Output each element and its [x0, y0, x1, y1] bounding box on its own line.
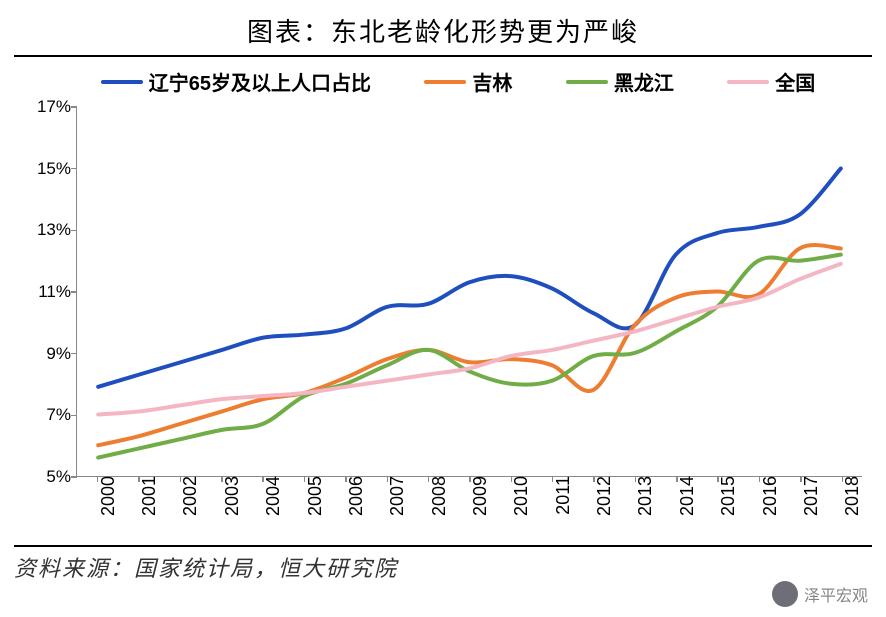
xtick-mark	[345, 476, 347, 482]
legend-label-national: 全国	[775, 67, 815, 96]
xtick-label: 2007	[381, 476, 408, 516]
watermark-icon	[772, 581, 798, 607]
xtick-mark	[469, 476, 471, 482]
xtick-label: 2005	[299, 476, 326, 516]
xtick-mark	[676, 476, 678, 482]
xtick-label: 2010	[505, 476, 532, 516]
xtick-label: 2003	[216, 476, 243, 516]
title-rule	[14, 55, 872, 57]
xtick-mark	[635, 476, 637, 482]
xtick-label: 2012	[588, 476, 615, 516]
xtick-mark	[717, 476, 719, 482]
xtick-label: 2000	[92, 476, 119, 516]
legend-item-heilongjiang: 黑龙江	[566, 67, 674, 96]
legend-item-jilin: 吉林	[424, 67, 512, 96]
legend-item-national: 全国	[727, 67, 815, 96]
xtick-mark	[387, 476, 389, 482]
ytick-mark	[71, 415, 77, 417]
xtick-mark	[511, 476, 513, 482]
ytick-mark	[71, 230, 77, 232]
xtick-label: 2002	[174, 476, 201, 516]
xtick-label: 2016	[754, 476, 781, 516]
legend-label-liaoning: 辽宁65岁及以上人口占比	[149, 67, 371, 96]
xtick-label: 2006	[340, 476, 367, 516]
legend-label-heilongjiang: 黑龙江	[614, 67, 674, 96]
plot-area: 5%7%9%11%13%15%17%2000200120022003200420…	[76, 107, 862, 477]
ytick-mark	[71, 476, 77, 478]
legend-swatch-jilin	[424, 80, 466, 84]
xtick-label: 2015	[712, 476, 739, 516]
legend-label-jilin: 吉林	[472, 67, 512, 96]
chart-area: 辽宁65岁及以上人口占比 吉林 黑龙江 全国 5%7%9%11%13%15%17%20…	[14, 63, 872, 543]
xtick-mark	[97, 476, 99, 482]
ytick-mark	[71, 291, 77, 293]
watermark-text: 泽平宏观	[804, 582, 868, 606]
ytick-mark	[71, 168, 77, 170]
xtick-label: 2018	[836, 476, 863, 516]
series-line-national	[98, 264, 841, 415]
series-line-liaoning	[98, 169, 841, 387]
chart-title: 图表：东北老龄化形势更为严峻	[14, 8, 872, 55]
watermark: 泽平宏观	[772, 581, 868, 607]
xtick-mark	[842, 476, 844, 482]
xtick-mark	[552, 476, 554, 482]
xtick-label: 2001	[133, 476, 160, 516]
legend-swatch-heilongjiang	[566, 80, 608, 84]
xtick-label: 2014	[671, 476, 698, 516]
xtick-label: 2011	[547, 476, 574, 515]
xtick-label: 2017	[795, 476, 822, 516]
xtick-mark	[759, 476, 761, 482]
xtick-label: 2004	[257, 476, 284, 516]
xtick-mark	[262, 476, 264, 482]
xtick-mark	[800, 476, 802, 482]
series-line-heilongjiang	[98, 255, 841, 458]
line-layer	[77, 107, 862, 476]
legend-swatch-national	[727, 80, 769, 84]
xtick-mark	[428, 476, 430, 482]
xtick-mark	[593, 476, 595, 482]
xtick-mark	[304, 476, 306, 482]
xtick-mark	[221, 476, 223, 482]
series-line-jilin	[98, 245, 841, 445]
xtick-label: 2009	[464, 476, 491, 516]
source-text: 资料来源：国家统计局，恒大研究院	[14, 551, 872, 583]
xtick-mark	[180, 476, 182, 482]
source-rule	[14, 545, 872, 547]
ytick-mark	[71, 353, 77, 355]
legend-item-liaoning: 辽宁65岁及以上人口占比	[101, 67, 371, 96]
xtick-label: 2008	[423, 476, 450, 516]
legend: 辽宁65岁及以上人口占比 吉林 黑龙江 全国	[14, 63, 872, 102]
ytick-mark	[71, 106, 77, 108]
legend-swatch-liaoning	[101, 80, 143, 84]
chart-container: 图表：东北老龄化形势更为严峻 辽宁65岁及以上人口占比 吉林 黑龙江 全国 5%7%9…	[0, 0, 886, 617]
xtick-label: 2013	[629, 476, 656, 516]
xtick-mark	[138, 476, 140, 482]
